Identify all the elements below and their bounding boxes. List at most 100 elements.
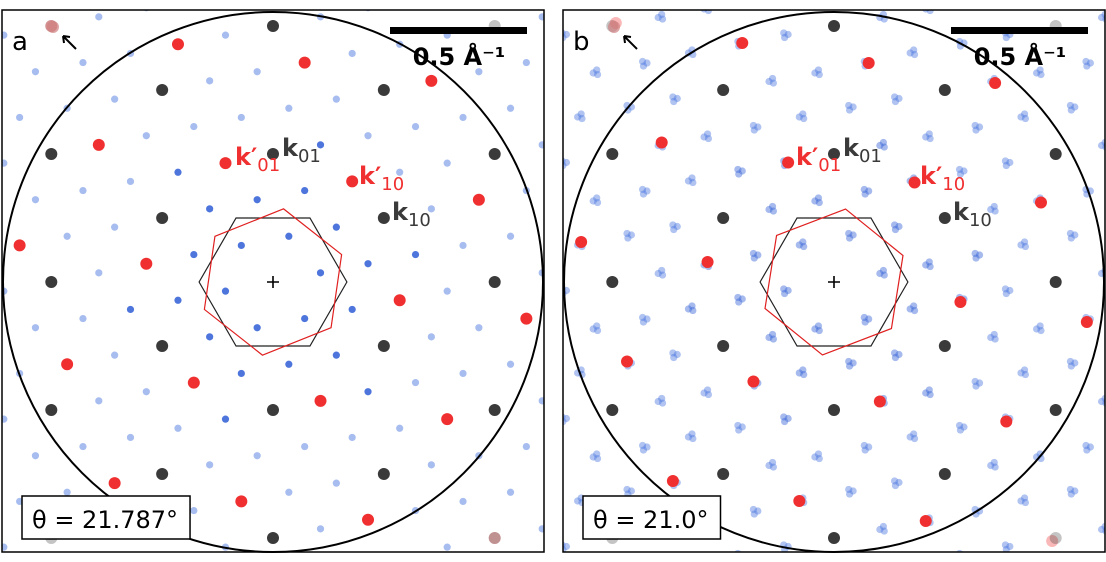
- moire-spot: [845, 362, 854, 370]
- moire-spot: [142, 388, 150, 396]
- moire-spot: [237, 113, 245, 122]
- moire-spot: [364, 388, 372, 396]
- vector-subscript: 10: [969, 210, 992, 231]
- moire-spot: [865, 187, 873, 195]
- rotated-lattice-spot: [862, 57, 875, 70]
- moire-spot: [79, 314, 87, 323]
- moire-spot: [1006, 286, 1014, 295]
- lattice-spot: [717, 84, 730, 96]
- moire-spot: [784, 286, 792, 295]
- moire-spot: [658, 266, 666, 275]
- moire-spot: [990, 458, 998, 467]
- moire-spot: [301, 314, 309, 323]
- moire-spot: [253, 452, 261, 460]
- moire-spot: [522, 58, 530, 67]
- moire-spot: [2, 415, 8, 423]
- lattice-spot: [938, 468, 951, 480]
- moire-spot: [688, 302, 696, 310]
- moire-spot: [876, 525, 884, 534]
- moire-spot: [975, 251, 984, 259]
- moire-spot: [861, 190, 869, 198]
- moire-spot: [749, 121, 758, 130]
- moire-spot: [285, 488, 293, 496]
- moire-spot: [890, 221, 899, 229]
- lattice-spot: [938, 212, 951, 224]
- moire-spot: [1002, 33, 1010, 42]
- panel-frame: [562, 9, 1106, 553]
- moire-spot: [2, 31, 8, 39]
- moire-spot: [285, 360, 293, 368]
- moire-spot: [2, 159, 8, 167]
- moire-spot: [738, 295, 746, 303]
- moire-spot: [589, 453, 597, 461]
- lattice-spot: [267, 532, 279, 544]
- rotated-lattice-spot: [873, 395, 886, 408]
- moire-spot: [925, 130, 933, 138]
- moire-spot: [972, 126, 980, 134]
- moire-spot: [31, 324, 40, 332]
- moire-spot: [910, 50, 919, 59]
- panel-label: b: [573, 27, 590, 57]
- moire-spot: [689, 178, 697, 187]
- moire-spot: [845, 357, 853, 366]
- moire-spot: [221, 287, 230, 295]
- moire-spot: [126, 305, 135, 314]
- moire-spot: [891, 481, 900, 490]
- moire-spot: [506, 360, 515, 368]
- moire-spot: [971, 249, 979, 258]
- moire-spot: [754, 507, 762, 515]
- moire-spot: [364, 260, 372, 268]
- moire-spot: [971, 377, 979, 386]
- moire-spot: [577, 110, 585, 118]
- moire-spot: [1101, 138, 1105, 147]
- panel-frame: [1, 9, 545, 553]
- rotated-lattice-spot: [92, 138, 105, 151]
- moire-spot: [734, 421, 742, 430]
- panel-label: a: [12, 27, 28, 57]
- vector-symbol: k: [282, 134, 299, 162]
- moire-spot: [906, 49, 914, 57]
- moire-spot: [1020, 110, 1029, 118]
- moire-spot: [1071, 103, 1079, 111]
- moire-spot: [206, 333, 214, 341]
- moire-spot: [815, 198, 823, 207]
- moire-spot: [1067, 490, 1075, 498]
- moire-spot: [865, 315, 873, 323]
- lattice-spot: [267, 148, 279, 160]
- moire-spot: [221, 31, 230, 39]
- moire-spot: [750, 254, 758, 262]
- moire-spot: [396, 553, 403, 560]
- moire-spot: [459, 241, 467, 250]
- moire-spot: [643, 187, 651, 195]
- moire-spot: [811, 69, 819, 77]
- moire-spot: [563, 161, 567, 170]
- lattice-spot: [1049, 148, 1062, 160]
- moire-spot: [799, 238, 807, 246]
- moire-spot: [206, 77, 214, 85]
- moire-spot: [1071, 487, 1079, 495]
- moire-spot: [174, 296, 182, 304]
- moire-spot: [1071, 359, 1079, 367]
- moire-spot: [669, 93, 677, 101]
- moire-spot: [910, 430, 918, 438]
- moire-spot: [206, 205, 214, 213]
- lattice-spot: [488, 532, 501, 544]
- theta-box: [21, 495, 191, 540]
- moire-spot: [955, 165, 964, 174]
- moire-spot: [860, 313, 868, 322]
- rotated-lattice-spot: [989, 77, 1002, 90]
- moire-spot: [459, 497, 467, 506]
- moire-spot: [1021, 498, 1030, 507]
- moire-spot: [190, 250, 198, 259]
- moire-spot: [688, 174, 696, 182]
- moire-spot: [563, 545, 567, 552]
- moire-spot: [654, 269, 662, 278]
- moire-spot: [990, 330, 998, 339]
- rotated-vector-label: k′01: [796, 143, 841, 176]
- moire-spot: [1006, 158, 1014, 167]
- lattice-spot: [606, 404, 619, 416]
- moire-spot: [845, 490, 854, 498]
- moire-spot: [538, 397, 544, 405]
- lattice-spot: [156, 468, 169, 480]
- moire-spot: [627, 231, 636, 239]
